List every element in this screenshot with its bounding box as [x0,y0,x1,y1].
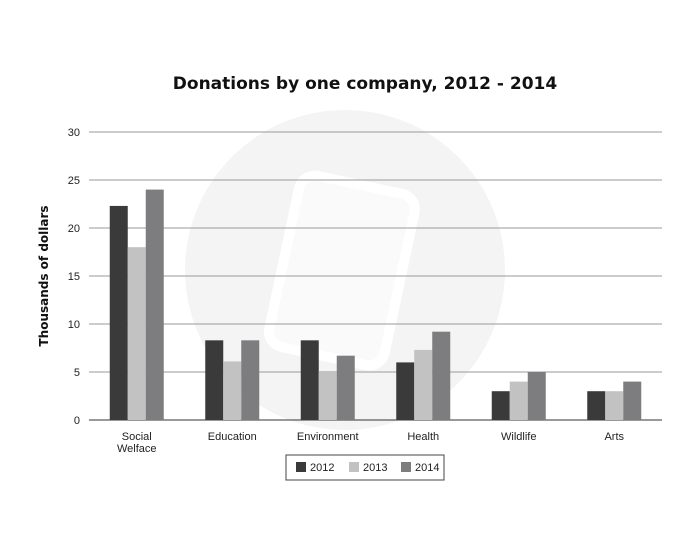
watermark-logo [263,170,420,371]
legend: 2012 2013 2014 [285,454,445,481]
legend-label-2014: 2014 [415,462,439,474]
bar-2014-1 [241,340,260,420]
legend-box [285,454,445,481]
bar-2012-3 [396,362,415,420]
bar-2014-3 [432,331,451,420]
bar-2014-0 [145,189,164,420]
bar-2012-4 [491,391,510,420]
bars [109,189,642,420]
legend-label-2012: 2012 [310,462,334,474]
chart-title: Donations by one company, 2012 - 2014 [173,74,558,94]
bar-2013-0 [127,247,146,420]
y-axis-label: Thousands of dollars [37,205,51,346]
bar-2012-5 [587,391,606,420]
bar-2014-5 [623,381,642,420]
x-tick-label: Welface [117,443,157,455]
y-tick-label: 25 [68,175,80,187]
y-tick-label: 0 [74,415,80,427]
y-tick-label: 30 [68,127,80,139]
x-tick-label: Education [208,431,257,443]
y-tick-label: 5 [74,367,80,379]
bar-2014-2 [336,355,355,420]
y-tick-label: 15 [68,271,80,283]
x-tick-label: Environment [297,431,359,443]
x-tick-label: Health [407,431,439,443]
bar-2012-1 [205,340,224,420]
legend-label-2013: 2013 [363,462,387,474]
bar-2012-0 [109,205,128,420]
bar-2013-2 [318,371,337,420]
bar-2014-4 [527,372,546,420]
bar-2013-1 [223,361,242,420]
legend-swatch-2012 [296,462,306,472]
x-tick-label: Social [122,431,152,443]
y-tick-label: 10 [68,319,80,331]
bar-2013-4 [509,381,528,420]
bar-2012-2 [300,340,319,420]
y-axis-ticks: 0 5 10 15 20 25 30 [68,127,80,427]
bar-2013-5 [605,391,624,420]
x-tick-label: Wildlife [501,431,536,443]
y-tick-label: 20 [68,223,80,235]
gridlines [89,131,662,421]
x-tick-label: Arts [604,431,624,443]
bar-2013-3 [414,349,433,420]
legend-swatch-2014 [401,462,411,472]
legend-swatch-2013 [349,462,359,472]
